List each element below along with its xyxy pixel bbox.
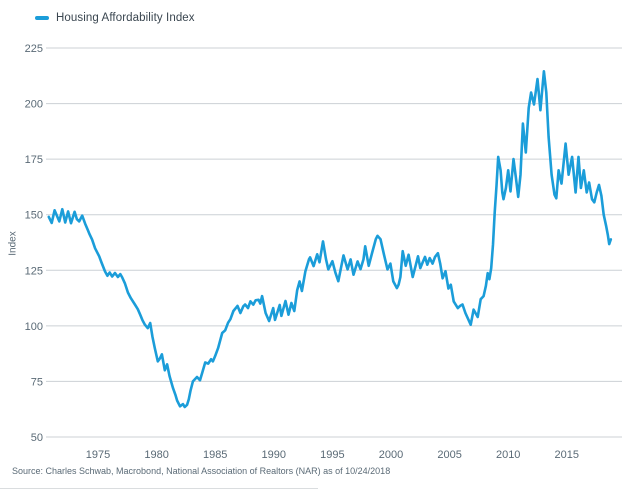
y-tick-label: 75	[31, 376, 43, 388]
x-tick-label: 2000	[379, 449, 403, 461]
x-tick-label: 2005	[437, 449, 461, 461]
x-tick-label: 1990	[262, 449, 286, 461]
source-text: Source: Charles Schwab, Macrobond, Natio…	[12, 466, 391, 476]
x-tick-label: 2010	[496, 449, 520, 461]
affordability-index-line	[47, 70, 613, 409]
x-tick-label: 1980	[144, 449, 168, 461]
y-tick-label: 200	[25, 99, 43, 111]
y-tick-label: 175	[25, 154, 43, 166]
y-axis-title: Index	[7, 231, 19, 256]
y-tick-label: 50	[31, 432, 43, 444]
x-tick-label: 1975	[86, 449, 110, 461]
x-tick-label: 1985	[203, 449, 227, 461]
y-tick-label: 225	[25, 43, 43, 55]
bottom-divider	[0, 488, 318, 489]
y-tick-label: 100	[25, 321, 43, 333]
legend-label: Housing Affordability Index	[56, 12, 195, 24]
x-tick-label: 1995	[320, 449, 344, 461]
legend-line-swatch	[35, 16, 49, 20]
y-tick-label: 125	[25, 265, 43, 277]
y-tick-label: 150	[25, 210, 43, 222]
legend: Housing Affordability Index	[35, 10, 195, 26]
x-tick-label: 2015	[555, 449, 579, 461]
